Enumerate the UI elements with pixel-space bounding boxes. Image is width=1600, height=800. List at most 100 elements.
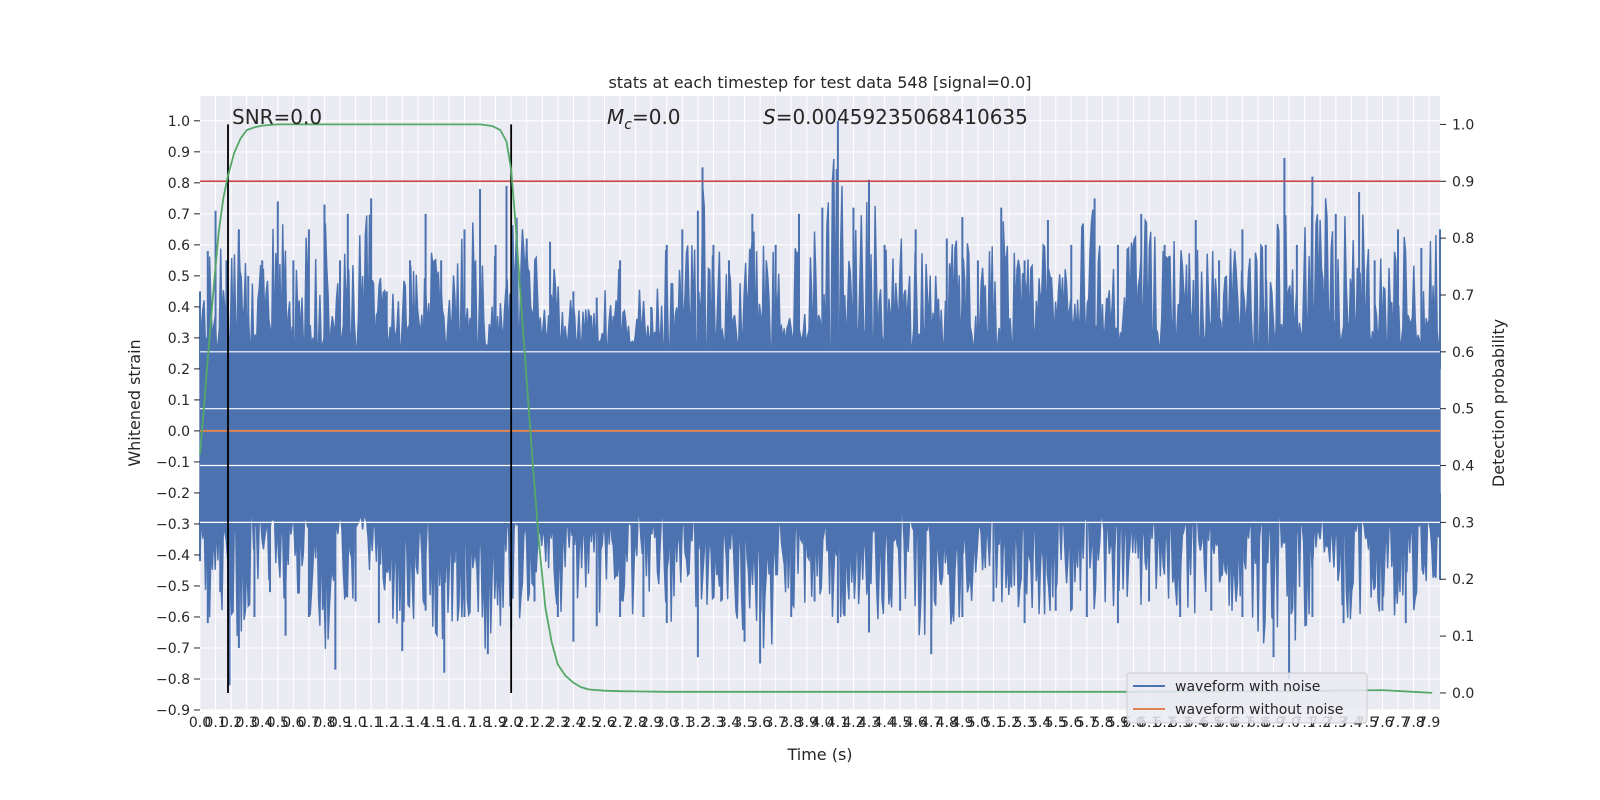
y2-tick-label: 0.1	[1452, 629, 1474, 645]
x-tick-label: 0.7	[298, 715, 320, 731]
y2-tick-label: 0.8	[1452, 231, 1474, 247]
x-tick-label: 0.2	[220, 715, 242, 731]
x-tick-label: 1.5	[422, 715, 444, 731]
x-tick-label: 2.1	[516, 715, 538, 731]
legend-label-noise: waveform with noise	[1175, 679, 1320, 695]
y-tick-label: 0.9	[168, 145, 190, 161]
y2-tick-label: 0.7	[1452, 288, 1474, 304]
x-tick-label: 4.0	[811, 715, 833, 731]
x-tick-label: 1.6	[438, 715, 460, 731]
x-tick-label: 0.9	[329, 715, 351, 731]
x-tick-label: 2.8	[625, 715, 647, 731]
annotation-s: S=0.00459235068410635	[763, 105, 1028, 129]
x-tick-label: 3.1	[671, 715, 693, 731]
x-tick-label: 1.9	[484, 715, 506, 731]
y2-tick-label: 1.0	[1452, 117, 1474, 133]
overlay-grid	[200, 351, 1440, 523]
y2-tick-label: 0.9	[1452, 174, 1474, 190]
x-tick-label: 0.1	[204, 715, 226, 731]
y2-axis-label: Detection probability	[1489, 319, 1508, 487]
x-tick-label: 3.5	[733, 715, 755, 731]
x-tick-label: 7.8	[1402, 715, 1424, 731]
y-tick-label: −0.4	[156, 548, 190, 564]
y-tick-label: 0.4	[168, 300, 190, 316]
y2-tick-label: 0.0	[1452, 686, 1474, 702]
x-tick-label: 5.8	[1091, 715, 1113, 731]
x-tick-label: 4.4	[873, 715, 895, 731]
y-tick-label: −0.2	[156, 486, 190, 502]
chart-title: stats at each timestep for test data 548…	[608, 73, 1031, 92]
y-tick-label: −0.5	[156, 579, 190, 595]
x-tick-label: 7.7	[1387, 715, 1409, 731]
legend-label-clean: waveform without noise	[1175, 702, 1343, 718]
x-tick-label: 5.5	[1045, 715, 1067, 731]
waveform-spikes	[199, 120, 1441, 686]
annotation-mc: Mc=0.0	[607, 105, 681, 133]
x-tick-label: 1.3	[391, 715, 413, 731]
annotation-snr: SNR=0.0	[232, 105, 322, 129]
y-tick-label: 0.5	[168, 269, 190, 285]
y-tick-label: 0.8	[168, 176, 190, 192]
x-tick-label: 5.1	[982, 715, 1004, 731]
y-tick-label: −0.6	[156, 610, 190, 626]
x-tick-label: 5.0	[967, 715, 989, 731]
y2-axis-ticks: 0.0 0.1 0.2 0.3 0.4 0.5 0.6 0.7 0.8 0.9 1.0	[1440, 117, 1474, 702]
x-tick-label: 2.9	[640, 715, 662, 731]
x-tick-label: 5.3	[1013, 715, 1035, 731]
x-tick-label: 3.7	[765, 715, 787, 731]
y2-tick-label: 0.6	[1452, 345, 1474, 361]
x-tick-label: 2.0	[500, 715, 522, 731]
x-tick-label: 1.4	[407, 715, 429, 731]
y2-tick-label: 0.2	[1452, 572, 1474, 588]
x-tick-label: 0.4	[251, 715, 273, 731]
x-tick-label: 5.6	[1060, 715, 1082, 731]
y-tick-label: −0.7	[156, 641, 190, 657]
x-tick-label: 7.9	[1418, 715, 1440, 731]
x-tick-label: 7.6	[1371, 715, 1393, 731]
x-tick-label: 5.2	[998, 715, 1020, 731]
x-tick-label: 3.9	[796, 715, 818, 731]
x-tick-label: 1.2	[376, 715, 398, 731]
x-tick-label: 4.2	[842, 715, 864, 731]
x-tick-label: 4.3	[858, 715, 880, 731]
x-tick-label: 2.3	[547, 715, 569, 731]
y-tick-label: 0.3	[168, 331, 190, 347]
x-tick-label: 3.2	[687, 715, 709, 731]
x-tick-label: 1.8	[469, 715, 491, 731]
x-tick-label: 1.0	[344, 715, 366, 731]
series-detection-probability	[199, 123, 1433, 694]
x-tick-label: 4.9	[951, 715, 973, 731]
y-tick-label: 0.6	[168, 238, 190, 254]
x-axis-label: Time (s)	[786, 745, 852, 764]
y-tick-label: 0.7	[168, 207, 190, 223]
x-tick-label: 2.4	[562, 715, 584, 731]
x-tick-label: 3.6	[749, 715, 771, 731]
x-tick-label: 1.1	[360, 715, 382, 731]
y-axis-label: Whitened strain	[125, 339, 144, 466]
y-tick-label: −0.9	[156, 703, 190, 719]
x-tick-label: 5.7	[1076, 715, 1098, 731]
x-tick-label: 0.8	[313, 715, 335, 731]
y-tick-label: −0.3	[156, 517, 190, 533]
legend: waveform with noise waveform without noi…	[1126, 672, 1368, 724]
y2-tick-label: 0.3	[1452, 515, 1474, 531]
y-tick-label: −0.1	[156, 455, 190, 471]
y-axis-ticks: −0.9 −0.8 −0.7 −0.6 −0.5 −0.4 −0.3 −0.2 −0.1 0.0 0…	[156, 114, 200, 719]
y-tick-label: −0.8	[156, 672, 190, 688]
x-tick-label: 3.8	[780, 715, 802, 731]
x-tick-label: 5.9	[1107, 715, 1129, 731]
y-tick-label: 0.1	[168, 393, 190, 409]
x-tick-label: 2.5	[578, 715, 600, 731]
x-tick-label: 0.0	[189, 715, 211, 731]
x-tick-label: 4.1	[827, 715, 849, 731]
x-tick-label: 1.7	[453, 715, 475, 731]
y-tick-label: 1.0	[168, 114, 190, 130]
y-tick-label: 0.2	[168, 362, 190, 378]
x-tick-label: 2.7	[609, 715, 631, 731]
x-tick-label: 0.3	[236, 715, 258, 731]
x-tick-label: 3.3	[702, 715, 724, 731]
x-tick-label: 4.7	[920, 715, 942, 731]
x-tick-label: 2.2	[531, 715, 553, 731]
